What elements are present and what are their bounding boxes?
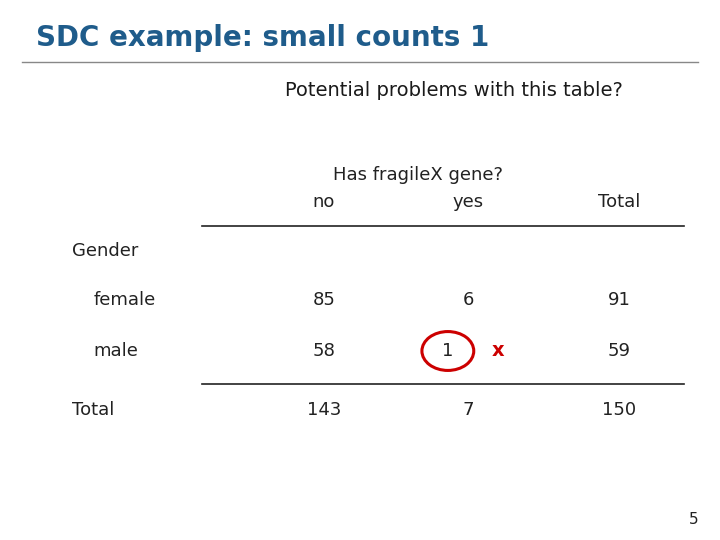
Text: no: no xyxy=(312,193,336,211)
Text: female: female xyxy=(94,291,156,309)
Text: 59: 59 xyxy=(608,342,631,360)
Text: 1: 1 xyxy=(442,342,454,360)
Text: Total: Total xyxy=(598,193,640,211)
Text: Total: Total xyxy=(72,401,114,420)
Text: 91: 91 xyxy=(608,291,631,309)
Text: Gender: Gender xyxy=(72,242,138,260)
Text: 5: 5 xyxy=(689,511,698,526)
Text: Potential problems with this table?: Potential problems with this table? xyxy=(284,81,623,100)
Text: 7: 7 xyxy=(462,401,474,420)
Text: yes: yes xyxy=(452,193,484,211)
Text: 58: 58 xyxy=(312,342,336,360)
Text: 150: 150 xyxy=(602,401,636,420)
Text: SDC example: small counts 1: SDC example: small counts 1 xyxy=(36,24,490,52)
Text: 143: 143 xyxy=(307,401,341,420)
Text: x: x xyxy=(492,341,505,361)
Text: male: male xyxy=(94,342,138,360)
Text: 85: 85 xyxy=(312,291,336,309)
Text: Has fragileX gene?: Has fragileX gene? xyxy=(333,166,503,184)
Text: 6: 6 xyxy=(462,291,474,309)
